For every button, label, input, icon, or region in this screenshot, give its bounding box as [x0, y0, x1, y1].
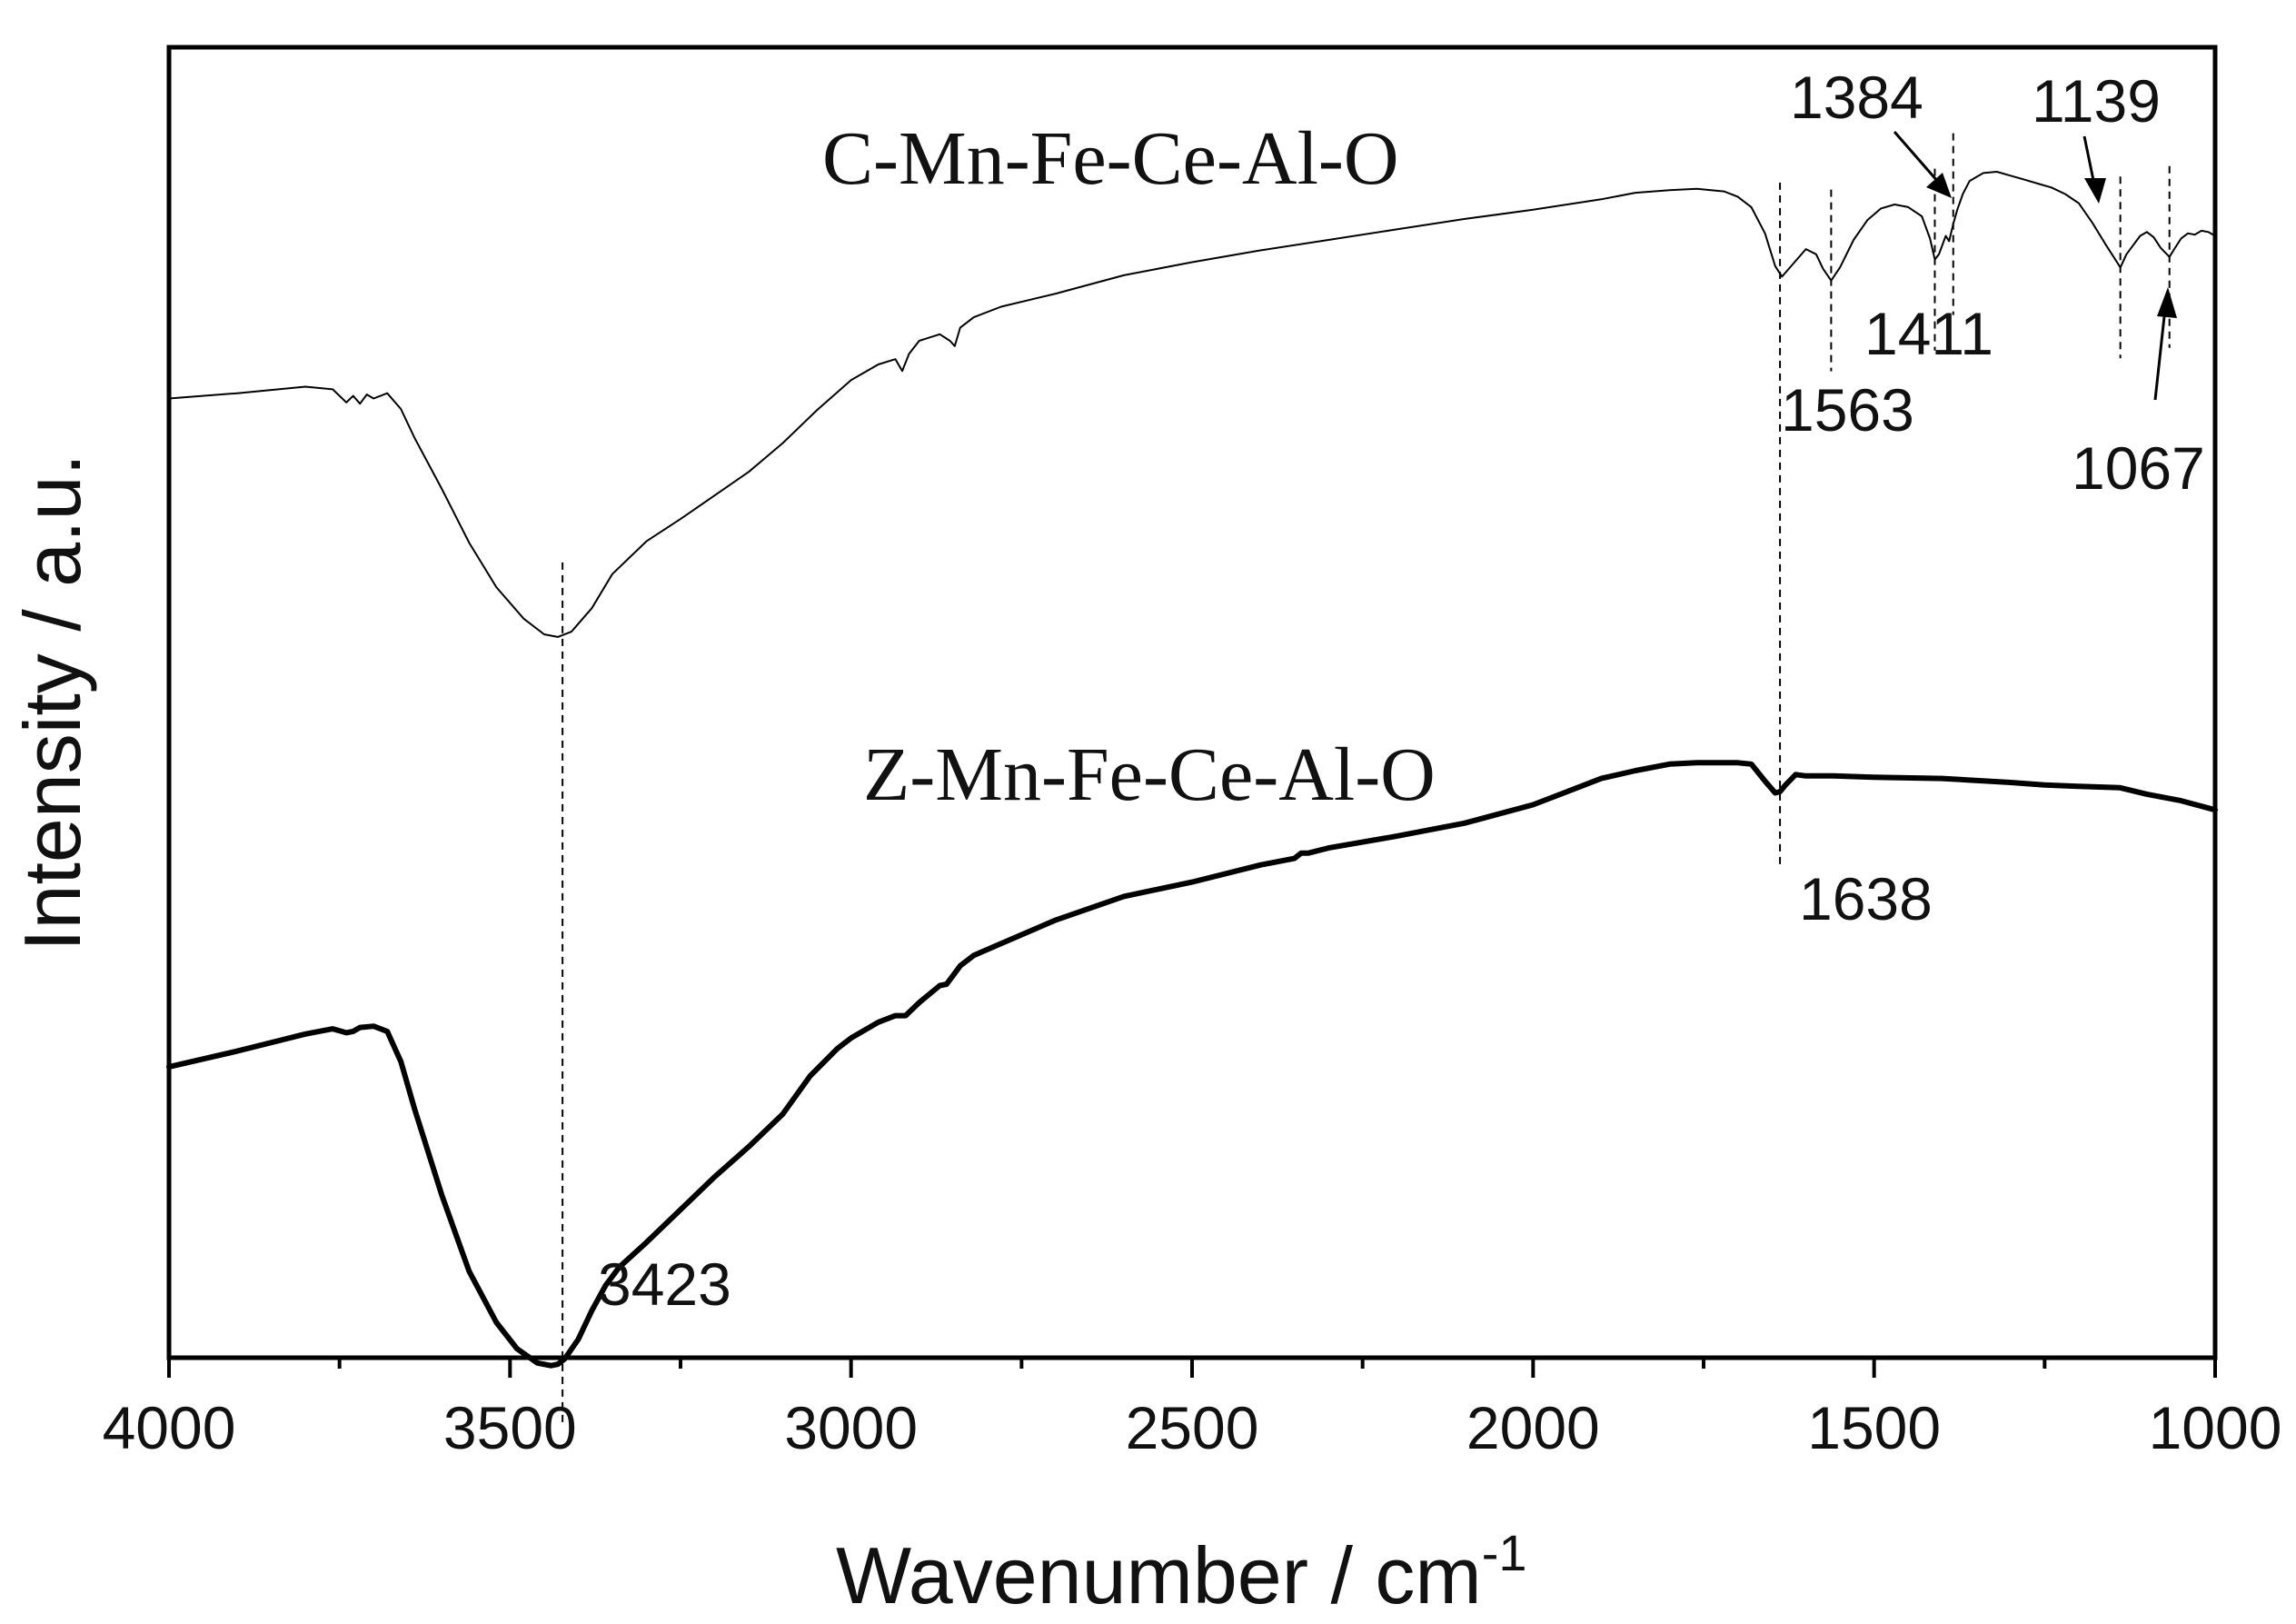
x-tick-label-3500: 3500: [443, 1394, 577, 1461]
x-axis-tick-labels: 4000 3500 3000 2500 2000 1500 1000: [103, 1394, 2282, 1461]
arrow-1067-head: [2157, 287, 2177, 318]
annotation-arrows: [1893, 131, 2177, 401]
annotation-1067: 1067: [2072, 434, 2205, 502]
x-axis-title-exponent: -1: [1482, 1524, 1527, 1581]
arrow-1384-head: [1926, 173, 1952, 198]
x-tick-label-3000: 3000: [784, 1394, 918, 1461]
annotation-1139: 1139: [2032, 67, 2161, 135]
annotation-1411: 1411: [1864, 300, 1993, 367]
annotation-1563: 1563: [1781, 376, 1914, 443]
x-axis-title-main: Wavenumber / cm: [836, 1530, 1482, 1620]
y-axis-title: Intensity / a.u.: [7, 453, 97, 951]
series-layer: [166, 171, 2218, 1369]
series-line-c-mn-fe-ce-al-o: [168, 171, 2216, 638]
series-label-z: Z-Mn-Fe-Ce-Al-O: [863, 732, 1436, 817]
series-label-c: C-Mn-Fe-Ce-Al-O: [822, 116, 1399, 201]
x-tick-label-2000: 2000: [1466, 1394, 1600, 1461]
annotation-1384: 1384: [1790, 64, 1923, 131]
arrow-1139-head: [2084, 178, 2106, 204]
x-tick-label-1000: 1000: [2149, 1394, 2282, 1461]
series-line-z-mn-fe-ce-al-o: [166, 760, 2218, 1369]
x-tick-label-1500: 1500: [1807, 1394, 1941, 1461]
x-tick-label-4000: 4000: [103, 1394, 236, 1461]
x-tick-label-2500: 2500: [1126, 1394, 1259, 1461]
x-axis-ticks: [167, 1358, 2217, 1378]
x-axis-title: Wavenumber / cm-1: [836, 1524, 1527, 1620]
annotation-3423: 3423: [598, 1250, 731, 1318]
annotation-1638: 1638: [1799, 865, 1933, 932]
